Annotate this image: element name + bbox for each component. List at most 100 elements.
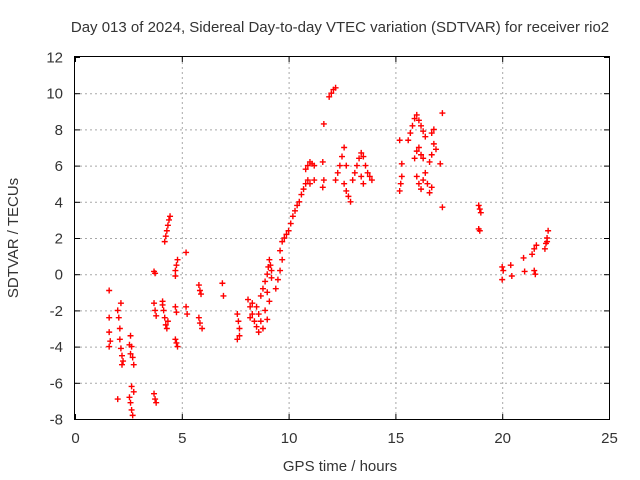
- data-point: [360, 153, 367, 160]
- x-tick-label: 10: [281, 430, 298, 447]
- data-point: [173, 262, 180, 269]
- data-point: [236, 325, 243, 332]
- data-point: [521, 268, 528, 275]
- data-point: [253, 323, 260, 330]
- data-point: [409, 122, 416, 129]
- data-point: [302, 166, 309, 173]
- data-point: [319, 158, 326, 165]
- data-point: [264, 316, 271, 323]
- data-point: [360, 180, 367, 187]
- data-point: [418, 122, 425, 129]
- data-point: [411, 155, 418, 162]
- x-tick-label: 0: [71, 430, 79, 447]
- data-point: [531, 267, 538, 274]
- y-tick-label: 2: [55, 231, 63, 248]
- data-point: [430, 140, 437, 147]
- data-point: [476, 227, 483, 234]
- data-point: [294, 202, 301, 209]
- data-point: [162, 233, 169, 240]
- data-point: [114, 396, 121, 403]
- data-point: [161, 238, 168, 245]
- data-point: [165, 216, 172, 223]
- plot-frame: [74, 56, 610, 420]
- data-point: [428, 130, 435, 137]
- data-point: [422, 169, 429, 176]
- data-point: [152, 270, 159, 277]
- y-tick-label: 4: [55, 194, 63, 211]
- data-point: [545, 227, 552, 234]
- y-tick-label: 6: [55, 158, 63, 175]
- data-point: [234, 336, 241, 343]
- data-point: [362, 162, 369, 169]
- data-point: [508, 273, 515, 280]
- x-axis-label: GPS time / hours: [283, 458, 397, 475]
- data-point: [532, 271, 539, 278]
- y-tick-label: -8: [50, 412, 63, 429]
- chart-title: Day 013 of 2024, Sidereal Day-to-day VTE…: [71, 19, 609, 36]
- data-point: [255, 311, 262, 318]
- x-tick-label: 25: [601, 430, 618, 447]
- data-point: [320, 177, 327, 184]
- data-point: [151, 390, 158, 397]
- data-point: [106, 329, 113, 336]
- data-point: [118, 361, 125, 368]
- data-point: [398, 173, 405, 180]
- data-point: [531, 245, 538, 252]
- data-point: [426, 189, 433, 196]
- data-point: [420, 128, 427, 135]
- data-point: [116, 325, 123, 332]
- data-point: [475, 202, 482, 209]
- data-point: [424, 180, 431, 187]
- data-point: [426, 158, 433, 165]
- data-point: [198, 291, 205, 298]
- data-point: [266, 256, 273, 263]
- data-point: [129, 354, 136, 361]
- data-point: [126, 341, 133, 348]
- data-point: [152, 307, 159, 314]
- data-point: [507, 262, 514, 269]
- data-point: [161, 314, 168, 321]
- data-point: [127, 350, 134, 357]
- y-tick-label: -4: [50, 339, 63, 356]
- x-tick-labels: 0 5 10 15 20 25: [71, 430, 618, 447]
- data-point: [160, 307, 167, 314]
- data-point: [107, 338, 114, 345]
- data-point: [162, 321, 169, 328]
- data-point: [128, 383, 135, 390]
- gridlines: [75, 57, 609, 419]
- data-point: [173, 309, 180, 316]
- data-point: [183, 303, 190, 310]
- data-point: [349, 177, 356, 184]
- data-point: [418, 151, 425, 158]
- data-point: [343, 162, 350, 169]
- data-point: [159, 301, 166, 308]
- y-tick-label: 0: [55, 267, 63, 284]
- data-point: [283, 231, 290, 238]
- data-point: [120, 358, 127, 365]
- data-point: [292, 207, 299, 214]
- data-point: [266, 298, 273, 305]
- data-point: [249, 300, 256, 307]
- data-point: [326, 93, 333, 100]
- data-point: [439, 204, 446, 211]
- data-point: [351, 169, 358, 176]
- data-point: [279, 238, 286, 245]
- data-point: [499, 276, 506, 283]
- data-point: [396, 187, 403, 194]
- data-point: [296, 198, 303, 205]
- data-point: [277, 267, 284, 274]
- data-point: [268, 267, 275, 274]
- data-point: [106, 314, 113, 321]
- data-point: [152, 396, 159, 403]
- data-point: [259, 325, 266, 332]
- data-point: [287, 220, 294, 227]
- data-point: [172, 336, 179, 343]
- data-point: [259, 285, 266, 292]
- data-point: [262, 278, 269, 285]
- data-point: [336, 162, 343, 169]
- data-point: [174, 256, 181, 263]
- data-point: [281, 235, 288, 241]
- data-point: [289, 213, 296, 220]
- data-point: [319, 184, 326, 191]
